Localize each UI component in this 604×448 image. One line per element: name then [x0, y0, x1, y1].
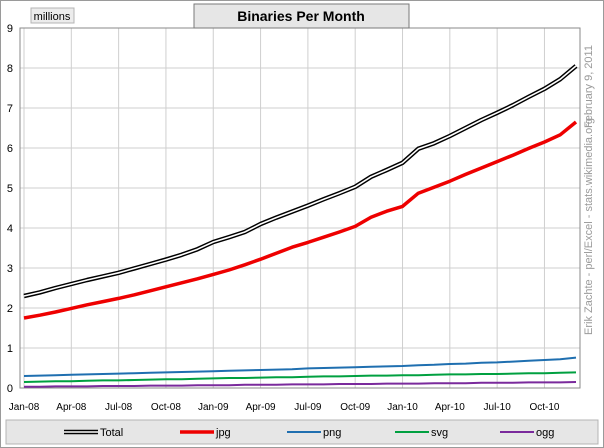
x-tick-label: Jul-09: [294, 402, 322, 413]
series-svg-line: [23, 371, 577, 383]
y-tick-label: 7: [7, 103, 13, 115]
y-axis-ticks: 0 1 2 3 4 5 6 7 8 9: [7, 23, 13, 395]
x-tick-label: Oct-10: [529, 402, 559, 413]
series-total-line-inner: [23, 65, 577, 297]
unit-label-box: [30, 7, 75, 24]
y-tick-label: 0: [7, 383, 13, 395]
x-tick-label: Apr-10: [435, 402, 465, 413]
date-text: February 9, 2011: [583, 45, 595, 128]
y-tick-label: 8: [7, 63, 13, 75]
x-tick-label: Apr-08: [56, 402, 86, 413]
x-tick-label: Oct-08: [151, 402, 181, 413]
y-tick-label: 5: [7, 183, 13, 195]
credit-text: Erik Zachte - perl/Excel - stats.wikimed…: [583, 118, 595, 335]
legend-png-label: png: [323, 427, 341, 439]
series-png-line: [23, 356, 577, 377]
x-tick-label: Jan-10: [387, 402, 418, 413]
x-tick-label: Jan-09: [198, 402, 229, 413]
legend-svg-label: svg: [431, 427, 448, 439]
chart-title: Binaries Per Month: [237, 8, 365, 24]
x-tick-label: Oct-09: [340, 402, 370, 413]
x-axis-ticks: Jan-08 Apr-08 Jul-08 Oct-08 Jan-09 Apr-09 Jul-…: [9, 402, 560, 413]
y-tick-label: 9: [7, 23, 13, 35]
y-tick-label: 3: [7, 263, 13, 275]
x-tick-label: Jul-10: [484, 402, 512, 413]
series-jpg-line: [23, 120, 578, 320]
x-tick-label: Jul-08: [105, 402, 133, 413]
y-tick-label: 1: [7, 343, 13, 355]
series-lines: [23, 64, 578, 388]
legend: Total jpg png svg ogg: [64, 427, 554, 439]
x-tick-label: Apr-09: [246, 402, 276, 413]
y-tick-label: 6: [7, 143, 13, 155]
x-tick-label: Jan-08: [9, 402, 40, 413]
legend-ogg-label: ogg: [536, 427, 554, 439]
unit-label: millions: [34, 11, 71, 23]
legend-total-label: Total: [100, 427, 123, 439]
y-tick-label: 2: [7, 303, 13, 315]
legend-jpg-label: jpg: [215, 427, 231, 439]
y-tick-label: 4: [7, 223, 13, 235]
title-box: [193, 3, 410, 29]
series-ogg-line: [24, 381, 577, 388]
